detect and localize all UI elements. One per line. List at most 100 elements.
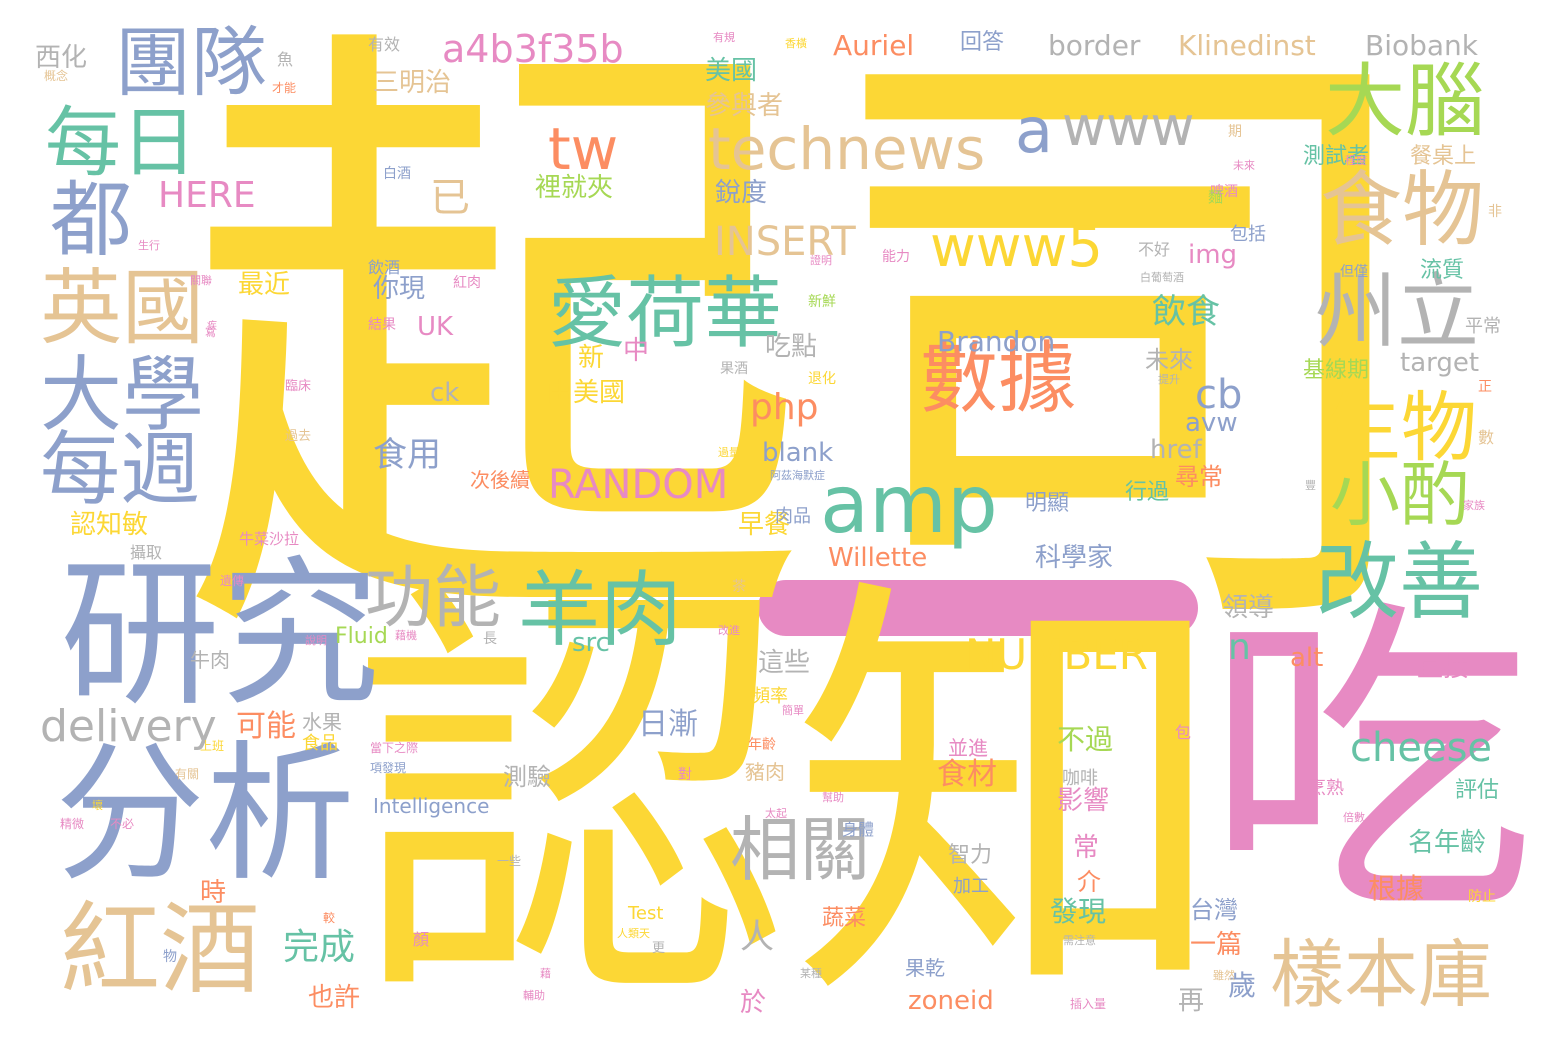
word: 退化 bbox=[808, 371, 836, 387]
word: 吃 bbox=[1205, 573, 1535, 957]
word: Klinedinst bbox=[1178, 29, 1316, 62]
word: 測試者 bbox=[1303, 144, 1370, 169]
word: 新 bbox=[578, 343, 605, 373]
word: 關聯 bbox=[190, 274, 212, 287]
word: 評估 bbox=[1455, 778, 1500, 803]
word: 每日 bbox=[45, 98, 197, 187]
word: 並進 bbox=[948, 736, 988, 760]
word: 新鮮 bbox=[808, 294, 836, 310]
word: 歲 bbox=[1228, 969, 1257, 1002]
word: 項發現 bbox=[370, 761, 407, 775]
word: 程度 bbox=[1345, 154, 1367, 167]
word: 已 bbox=[430, 175, 470, 221]
decorative-bar bbox=[758, 580, 1198, 636]
word: 有規 bbox=[713, 31, 735, 44]
word: 過量 bbox=[718, 446, 740, 459]
word: 太起 bbox=[765, 807, 787, 820]
word: 早餐 bbox=[738, 510, 791, 540]
word: 雖然 bbox=[1213, 969, 1235, 982]
word: 牛菜沙拉 bbox=[239, 530, 300, 548]
word: 發現 bbox=[1050, 895, 1107, 928]
word: ck bbox=[430, 378, 460, 408]
word: 咖啡 bbox=[1062, 768, 1098, 789]
word: img bbox=[1188, 240, 1238, 270]
word: 白葡萄酒 bbox=[1140, 271, 1184, 284]
word: 水果 bbox=[302, 710, 342, 734]
word: 輔助 bbox=[523, 989, 545, 1002]
word: 食物 bbox=[1320, 163, 1485, 258]
word: 結果 bbox=[368, 317, 396, 333]
word: 白酒 bbox=[383, 166, 411, 182]
word: 年齡 bbox=[748, 737, 776, 753]
word: 食用 bbox=[373, 435, 441, 475]
word: 插入量 bbox=[1070, 997, 1107, 1011]
word: 飲食 bbox=[1152, 292, 1220, 332]
word: 改善 bbox=[1315, 533, 1484, 631]
word: 壞 bbox=[92, 799, 103, 812]
word: 直接 bbox=[1417, 653, 1470, 683]
word: 未來 bbox=[1145, 346, 1193, 374]
word: 藉 bbox=[540, 967, 551, 980]
word: 但僅 bbox=[1340, 264, 1368, 280]
word: 三明治 bbox=[373, 68, 452, 98]
word: 一篇 bbox=[1190, 930, 1243, 960]
word: 期 bbox=[1228, 124, 1242, 140]
word: 美國 bbox=[705, 56, 758, 86]
word: 提升 bbox=[1158, 373, 1180, 386]
word: 樣本庫 bbox=[1270, 932, 1492, 1018]
word: 魚 bbox=[277, 50, 294, 69]
word: 包 bbox=[1175, 723, 1192, 742]
word: 攝取 bbox=[130, 543, 163, 562]
word: RANDOM bbox=[548, 462, 729, 508]
word: n bbox=[1228, 627, 1251, 668]
word: 名年齡 bbox=[1408, 828, 1487, 858]
word: 根據 bbox=[1368, 872, 1425, 905]
word: 才能 bbox=[272, 81, 297, 95]
word: 認知 bbox=[350, 544, 1230, 1052]
word: 更 bbox=[652, 941, 666, 956]
word: 遺傳 bbox=[220, 574, 245, 588]
word: 上班 bbox=[200, 739, 225, 753]
word: 團隊 bbox=[115, 18, 267, 107]
word: UK bbox=[417, 312, 454, 342]
word: 寫 bbox=[205, 326, 216, 339]
word: www5 bbox=[930, 215, 1104, 280]
word: 長 bbox=[483, 631, 497, 647]
word: 認知敏 bbox=[70, 510, 149, 540]
word: delivery bbox=[40, 701, 217, 752]
word: INSERT bbox=[714, 219, 856, 265]
word: 當下之際 bbox=[370, 741, 419, 755]
word: 州立 bbox=[1315, 265, 1480, 360]
word: alt bbox=[1290, 643, 1324, 673]
word: 研究 bbox=[60, 541, 381, 728]
word: 紅酒 bbox=[60, 891, 260, 1008]
word: 物 bbox=[163, 949, 177, 965]
word: 紅肉 bbox=[453, 275, 481, 291]
word: Auriel bbox=[833, 29, 915, 62]
word: 有效 bbox=[368, 35, 401, 54]
word: 對 bbox=[678, 767, 692, 783]
word: Fluid bbox=[335, 624, 388, 649]
word: 烹熟 bbox=[1308, 778, 1344, 799]
word: Brandon bbox=[937, 325, 1056, 358]
word: amp bbox=[820, 458, 998, 551]
word: src bbox=[572, 628, 610, 658]
word: 測驗 bbox=[503, 763, 551, 791]
word: 身體 bbox=[842, 820, 875, 839]
word: 分析 bbox=[55, 728, 356, 902]
word: HERE bbox=[158, 175, 256, 216]
word: border bbox=[1048, 29, 1141, 62]
word: 疾 bbox=[207, 321, 217, 332]
word: 台灣 bbox=[1190, 896, 1238, 924]
word: Test bbox=[628, 903, 664, 924]
word: 大學 bbox=[40, 348, 205, 443]
word: 常 bbox=[1073, 833, 1100, 863]
word: 有關 bbox=[175, 767, 200, 781]
word: 概念 bbox=[44, 69, 69, 83]
word: 精微 bbox=[60, 817, 85, 831]
word: 包括 bbox=[1230, 224, 1266, 245]
word: cb bbox=[1195, 372, 1243, 418]
word: 幫助 bbox=[822, 791, 844, 804]
word: 飲酒 bbox=[368, 258, 401, 277]
